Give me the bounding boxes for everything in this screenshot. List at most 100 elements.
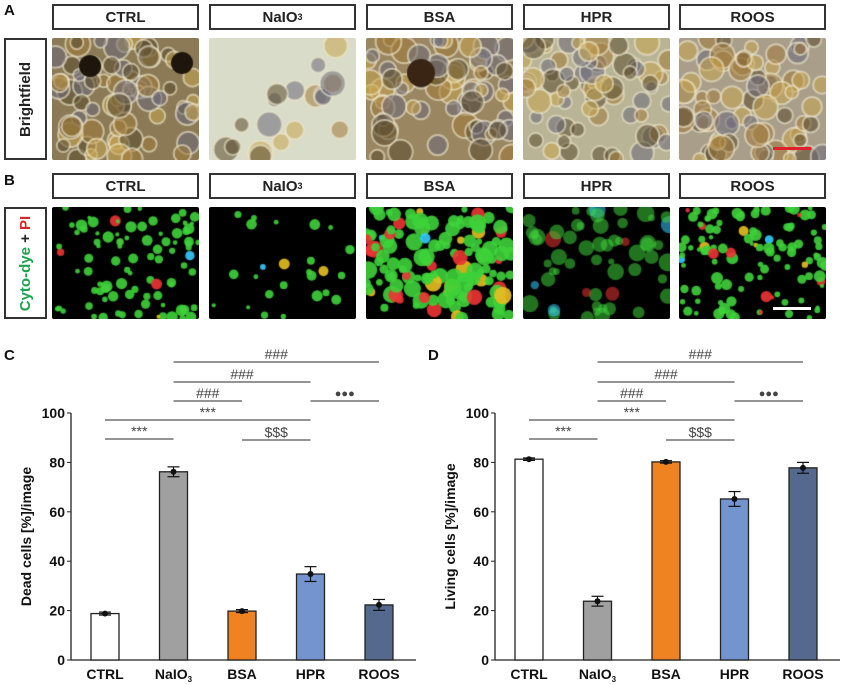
chart-c-mean-point bbox=[170, 468, 177, 475]
chart-d-significance-label: ### bbox=[654, 366, 678, 382]
chart-d-x-tick-label: BSA bbox=[651, 666, 681, 682]
chart-d-x-tick-label: ROOS bbox=[782, 666, 823, 682]
chart-d-y-tick-label: 40 bbox=[473, 553, 489, 569]
column-header-text: BSA bbox=[423, 8, 456, 26]
fluorescence-image-naio bbox=[209, 207, 356, 319]
chart-d-significance-label: ●●● bbox=[759, 388, 779, 400]
chart-c-x-tick-label: BSA bbox=[227, 666, 257, 682]
x-tick-text: NaIO bbox=[155, 666, 188, 682]
chart-d-bar-roos bbox=[788, 467, 818, 661]
chart-d-mean-point bbox=[731, 495, 738, 502]
scale-bar bbox=[773, 147, 811, 150]
chart-c-significance-label: ●●● bbox=[335, 388, 355, 400]
chart-c-bar-naio3 bbox=[158, 471, 189, 661]
column-header-a-ctrl: CTRL bbox=[52, 4, 199, 30]
x-tick-text: NaIO bbox=[579, 666, 612, 682]
cyto-dye-label: Cyto-dye bbox=[17, 246, 35, 311]
chart-d-y-tick-label: 100 bbox=[466, 405, 490, 421]
chart-c-mean-point bbox=[239, 608, 245, 615]
column-header-a-naio: NaIO 3 bbox=[209, 4, 356, 30]
chart-c-x-tick-label: NaIO3 bbox=[155, 666, 193, 684]
subscript: 3 bbox=[297, 12, 303, 22]
chart-d-y-tick-label: 60 bbox=[473, 504, 489, 520]
subscript: 3 bbox=[297, 181, 303, 191]
chart-d-significance-label: ### bbox=[689, 346, 713, 362]
column-header-a-roos: ROOS bbox=[679, 4, 826, 30]
brightfield-image-ctrl bbox=[52, 38, 199, 160]
column-header-b-roos: ROOS bbox=[679, 173, 826, 199]
chart-d-mean-point bbox=[594, 598, 601, 605]
fluorescence-image-ctrl bbox=[52, 207, 199, 319]
column-header-text: HPR bbox=[580, 8, 613, 26]
chart-d-significance-label: $$$ bbox=[689, 424, 713, 440]
chart-d-mean-point bbox=[800, 464, 806, 471]
chart-c-significance-label: $$$ bbox=[265, 424, 289, 440]
column-header-text: CTRL bbox=[105, 8, 146, 26]
column-header-text: NaIO bbox=[262, 8, 298, 26]
chart-c-bar-ctrl bbox=[90, 612, 120, 661]
column-header-text: HPR bbox=[580, 177, 613, 195]
fluorescence-image-bsa bbox=[366, 207, 513, 319]
chart-d-y-tick-label: 80 bbox=[473, 454, 489, 470]
scale-bar bbox=[773, 307, 811, 310]
chart-d-panel-label: D bbox=[428, 347, 439, 364]
chart-d-bar-naio3 bbox=[582, 600, 613, 661]
row-label-brightfield: Brightfield bbox=[4, 38, 47, 160]
row-label-fluorescence: Cyto-dye + PI bbox=[4, 207, 47, 319]
chart-d-y-tick-label: 0 bbox=[481, 652, 489, 668]
brightfield-image-hpr bbox=[523, 38, 670, 160]
chart-c-significance-label: ### bbox=[196, 385, 220, 401]
column-header-a-bsa: BSA bbox=[366, 4, 513, 30]
brightfield-image-naio bbox=[209, 38, 356, 160]
chart-c-x-tick-label: HPR bbox=[296, 666, 326, 682]
column-header-b-bsa: BSA bbox=[366, 173, 513, 199]
row-label-brightfield-text: Brightfield bbox=[17, 61, 34, 137]
brightfield-image-roos bbox=[679, 38, 826, 160]
chart-c-mean-point bbox=[102, 610, 108, 617]
column-header-text: BSA bbox=[423, 177, 456, 195]
chart-c-y-tick-label: 0 bbox=[57, 652, 65, 668]
column-header-text: NaIO bbox=[262, 177, 298, 195]
column-header-a-hpr: HPR bbox=[523, 4, 670, 30]
chart-d-bar-hpr bbox=[719, 498, 750, 661]
chart-d-y-axis-label: Living cells [%]/image bbox=[442, 463, 458, 609]
chart-c-bar-bsa bbox=[227, 610, 257, 661]
chart-d-bar-bsa bbox=[651, 461, 681, 661]
chart-c-y-tick-label: 100 bbox=[42, 405, 66, 421]
chart-d-x-tick-label: HPR bbox=[720, 666, 750, 682]
column-header-b-naio: NaIO 3 bbox=[209, 173, 356, 199]
brightfield-image-bsa bbox=[366, 38, 513, 160]
fluorescence-image-hpr bbox=[523, 207, 670, 319]
chart-c-y-tick-label: 60 bbox=[49, 504, 65, 520]
panel-label-b: B bbox=[4, 172, 15, 189]
pi-label: PI bbox=[17, 215, 35, 230]
column-header-b-hpr: HPR bbox=[523, 173, 670, 199]
chart-d-mean-point bbox=[663, 458, 669, 465]
chart-c-bar-hpr bbox=[295, 573, 326, 661]
chart-d-significance-label: ### bbox=[620, 385, 644, 401]
chart-c-y-axis-label: Dead cells [%]/image bbox=[18, 467, 34, 606]
fluorescence-image-roos bbox=[679, 207, 826, 319]
chart-d-significance-label: *** bbox=[624, 404, 641, 420]
chart-c-y-tick-label: 40 bbox=[49, 553, 65, 569]
chart-c-y-tick-label: 80 bbox=[49, 454, 65, 470]
chart-c-significance-label: ### bbox=[265, 346, 289, 362]
chart-c-mean-point bbox=[376, 601, 382, 608]
chart-c-significance-label: ### bbox=[230, 366, 254, 382]
chart-c-y-tick-label: 20 bbox=[49, 603, 65, 619]
chart-c-mean-point bbox=[307, 571, 314, 578]
chart-d-y-tick-label: 20 bbox=[473, 603, 489, 619]
panel-label-a: A bbox=[4, 2, 15, 19]
chart-d-significance-label: *** bbox=[555, 423, 572, 439]
row-label-fluorescence-text: Cyto-dye + PI bbox=[17, 215, 34, 310]
chart-d-mean-point bbox=[526, 456, 532, 463]
subscript: 3 bbox=[188, 675, 193, 684]
column-header-text: ROOS bbox=[730, 177, 775, 195]
chart-d-x-tick-label: CTRL bbox=[510, 666, 548, 682]
chart-c-significance-label: *** bbox=[131, 423, 148, 439]
chart-c-significance-label: *** bbox=[200, 404, 217, 420]
plus-label: + bbox=[17, 229, 35, 247]
chart-c-bar-roos bbox=[364, 604, 394, 661]
column-header-text: CTRL bbox=[105, 177, 146, 195]
chart-d-bar-ctrl bbox=[514, 458, 544, 661]
